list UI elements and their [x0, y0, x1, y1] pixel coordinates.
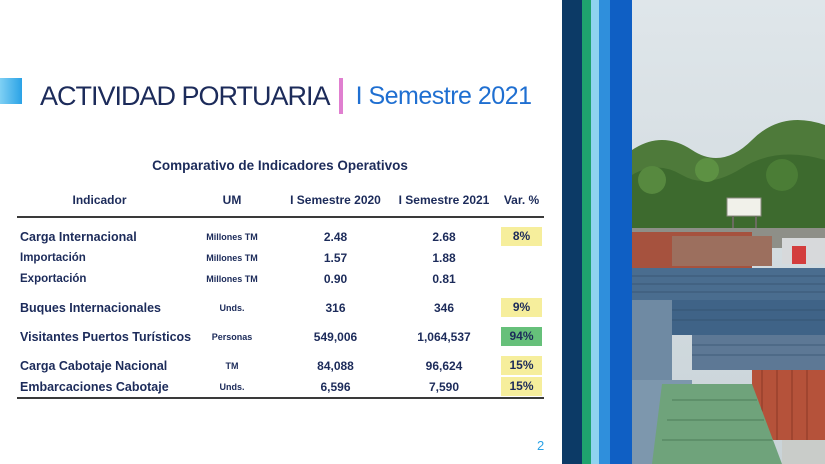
decorative-stripe: [599, 0, 610, 464]
column-header-var: Var. %: [499, 184, 544, 218]
cell-indicator: Carga Internacional: [20, 229, 137, 244]
cell-2020: 6,596: [282, 376, 389, 399]
cell-var: 9%: [499, 289, 544, 318]
table-row-carga-cabotaje: Carga Cabotaje Nacional TM 84,088 96,624…: [17, 347, 544, 376]
cell-var: [499, 268, 544, 289]
cell-um: Unds.: [182, 376, 282, 399]
cell-var: 15%: [499, 347, 544, 376]
table-header-row: Indicador UM I Semestre 2020 I Semestre …: [17, 184, 544, 218]
var-badge: 15%: [501, 377, 542, 396]
cell-2020: 549,006: [313, 329, 358, 344]
port-photo-illustration: [632, 0, 825, 464]
cell-2020: 316: [325, 300, 346, 315]
page-number: 2: [537, 438, 545, 453]
cell-2020: 1.57: [323, 250, 348, 265]
port-containers-photo: [632, 0, 825, 464]
cell-2021: 2.68: [432, 229, 456, 244]
decorative-stripe: [591, 0, 599, 464]
cell-indicator: Embarcaciones Cabotaje: [17, 376, 182, 399]
cell-var: 94%: [499, 318, 544, 347]
cell-2021: 7,590: [389, 376, 499, 399]
cell-um: Millones TM: [206, 252, 258, 263]
cell-2021: 1.88: [432, 250, 456, 265]
cell-2020: 2.48: [323, 229, 348, 244]
cell-var: 8%: [499, 217, 544, 247]
column-header-2020: I Semestre 2020: [282, 184, 389, 218]
table-caption: Comparativo de Indicadores Operativos: [152, 158, 408, 173]
table-row-carga-internacional: Carga Internacional Millones TM 2.48 2.6…: [17, 217, 544, 247]
column-header-2021: I Semestre 2021: [389, 184, 499, 218]
table-row-visitantes-puertos: Visitantes Puertos Turísticos Personas 5…: [17, 318, 544, 347]
var-badge: [501, 248, 542, 267]
cell-var: [499, 247, 544, 268]
column-header-indicator: Indicador: [17, 184, 182, 218]
cell-indicator: Carga Cabotaje Nacional: [20, 358, 168, 373]
cell-um: Personas: [211, 331, 253, 342]
table-row-exportacion: Exportación Millones TM 0.90 0.81: [17, 268, 544, 289]
cell-um: Millones TM: [206, 273, 258, 284]
slide-subtitle: I Semestre 2021: [355, 81, 532, 110]
cell-2020: 84,088: [317, 358, 354, 373]
cell-indicator: Buques Internacionales: [20, 300, 162, 315]
title-separator: [338, 78, 343, 114]
decorative-stripe: [562, 0, 582, 464]
cell-indicator: Importación: [20, 251, 86, 264]
operational-indicators-table: Indicador UM I Semestre 2020 I Semestre …: [17, 184, 544, 399]
cell-um: TM: [225, 360, 239, 371]
cell-2020: 0.90: [323, 271, 348, 286]
cell-2021: 0.81: [432, 271, 456, 286]
cell-2021: 96,624: [425, 358, 463, 373]
cell-indicator: Exportación: [20, 272, 87, 285]
var-badge: 9%: [501, 298, 542, 317]
var-badge: [501, 269, 542, 288]
table-row-embarcaciones-cabotaje: Embarcaciones Cabotaje Unds. 6,596 7,590…: [17, 376, 544, 399]
cell-um: Millones TM: [206, 231, 258, 242]
column-header-um: UM: [182, 184, 282, 218]
var-badge: 8%: [501, 227, 542, 246]
slide-title: ACTIVIDAD PORTUARIA I Semestre 2021: [40, 78, 532, 114]
title-accent-bar: [0, 78, 22, 104]
cell-indicator: Visitantes Puertos Turísticos: [20, 329, 192, 344]
decorative-stripe: [610, 0, 632, 464]
cell-2021: 346: [433, 300, 455, 315]
table-row-buques-internacionales: Buques Internacionales Unds. 316 346 9%: [17, 289, 544, 318]
cell-um: Unds.: [219, 302, 245, 313]
var-badge: 94%: [501, 327, 542, 346]
var-badge: 15%: [501, 356, 542, 375]
slide-title-main: ACTIVIDAD PORTUARIA: [40, 80, 331, 111]
decorative-stripe: [582, 0, 591, 464]
cell-var: 15%: [499, 376, 544, 399]
table-row-importacion: Importación Millones TM 1.57 1.88: [17, 247, 544, 268]
cell-2021: 1,064,537: [417, 329, 471, 344]
